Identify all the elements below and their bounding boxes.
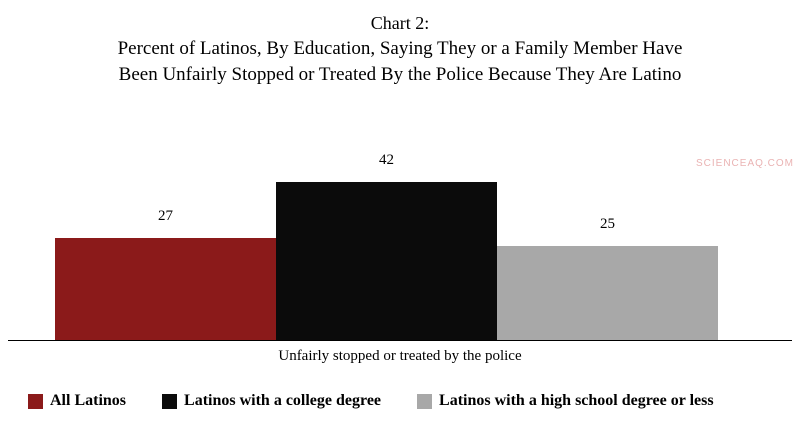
bar-college-degree — [276, 182, 497, 340]
bar-high-school — [497, 246, 718, 340]
bar-all-latinos — [55, 238, 276, 340]
watermark-text: SCIENCEAQ.COM — [695, 158, 794, 169]
plot-area: 27 42 25 — [8, 141, 792, 341]
legend-swatch-college-degree — [162, 393, 178, 409]
chart-title-line1: Chart 2: — [370, 13, 430, 33]
legend-swatch-high-school — [417, 393, 433, 409]
chart-title-line2: Percent of Latinos, By Education, Saying… — [117, 38, 683, 59]
legend-item-all-latinos: All Latinos — [28, 392, 126, 410]
chart-title: Chart 2: Percent of Latinos, By Educatio… — [0, 0, 800, 88]
legend-item-high-school: Latinos with a high school degree or les… — [417, 392, 714, 410]
bar-group: 27 42 25 — [55, 152, 718, 340]
legend: All Latinos Latinos with a college degre… — [0, 392, 800, 410]
bar-column-college-degree: 42 — [276, 152, 497, 340]
bar-column-all-latinos: 27 — [55, 208, 276, 340]
chart-title-line3: Been Unfairly Stopped or Treated By the … — [118, 64, 682, 85]
bar-value-label: 42 — [379, 152, 394, 168]
legend-label-all-latinos: All Latinos — [50, 392, 127, 409]
legend-swatch-all-latinos — [28, 393, 43, 409]
legend-item-college-degree: Latinos with a college degree — [162, 392, 381, 410]
bar-column-high-school: 25 — [497, 216, 718, 340]
x-axis-label: Unfairly stopped or treated by the polic… — [278, 348, 522, 364]
legend-label-college-degree: Latinos with a college degree — [184, 392, 382, 409]
bar-value-label: 27 — [158, 208, 173, 224]
bar-value-label: 25 — [600, 216, 615, 232]
legend-label-high-school: Latinos with a high school degree or les… — [439, 392, 714, 409]
